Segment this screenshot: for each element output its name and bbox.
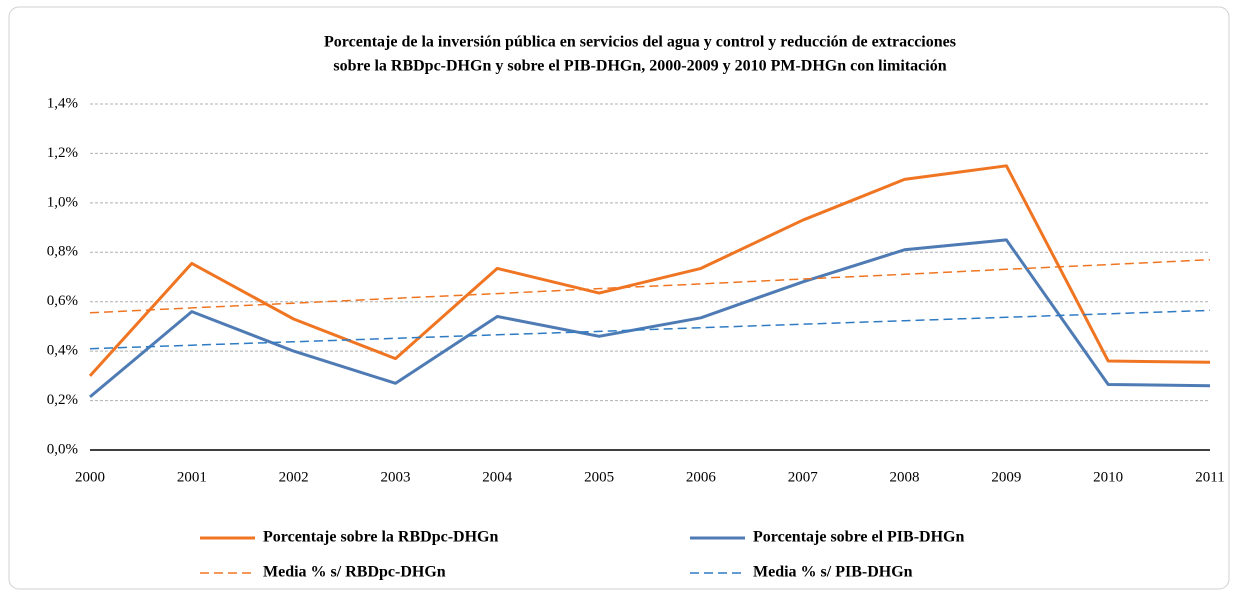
x-tick-label: 2005 xyxy=(584,469,614,485)
chart-frame xyxy=(8,6,1230,590)
legend-label: Porcentaje sobre el PIB-DHGn xyxy=(753,529,964,546)
x-tick-label: 2008 xyxy=(890,469,920,485)
y-tick-label: 1,2% xyxy=(47,145,78,161)
y-tick-label: 0,2% xyxy=(47,392,78,408)
x-tick-label: 2011 xyxy=(1195,469,1224,485)
x-tick-label: 2001 xyxy=(177,469,207,485)
legend-label: Media % s/ RBDpc-DHGn xyxy=(263,564,446,581)
chart-title: Porcentaje de la inversión pública en se… xyxy=(324,34,956,51)
x-tick-label: 2006 xyxy=(686,469,717,485)
legend-label: Porcentaje sobre la RBDpc-DHGn xyxy=(263,529,498,546)
x-tick-label: 2007 xyxy=(788,469,819,485)
series-line xyxy=(88,164,1211,377)
x-tick-label: 2004 xyxy=(482,469,513,485)
series-line xyxy=(89,238,1211,399)
series-line xyxy=(89,309,1211,350)
chart-title: sobre la RBDpc-DHGn y sobre el PIB-DHGn,… xyxy=(333,58,946,75)
x-tick-label: 2003 xyxy=(380,469,410,485)
series-line xyxy=(89,258,1211,314)
x-tick-label: 2009 xyxy=(991,469,1021,485)
y-tick-label: 0,6% xyxy=(47,293,78,309)
y-tick-label: 0,8% xyxy=(47,244,78,260)
x-tick-label: 2010 xyxy=(1093,469,1123,485)
x-tick-label: 2000 xyxy=(75,469,105,485)
x-tick-label: 2002 xyxy=(279,469,309,485)
legend-label: Media % s/ PIB-DHGn xyxy=(753,564,913,581)
y-tick-label: 1,4% xyxy=(47,95,78,111)
y-tick-label: 1,0% xyxy=(47,194,78,210)
y-tick-label: 0,0% xyxy=(47,441,78,457)
y-tick-label: 0,4% xyxy=(47,343,78,359)
